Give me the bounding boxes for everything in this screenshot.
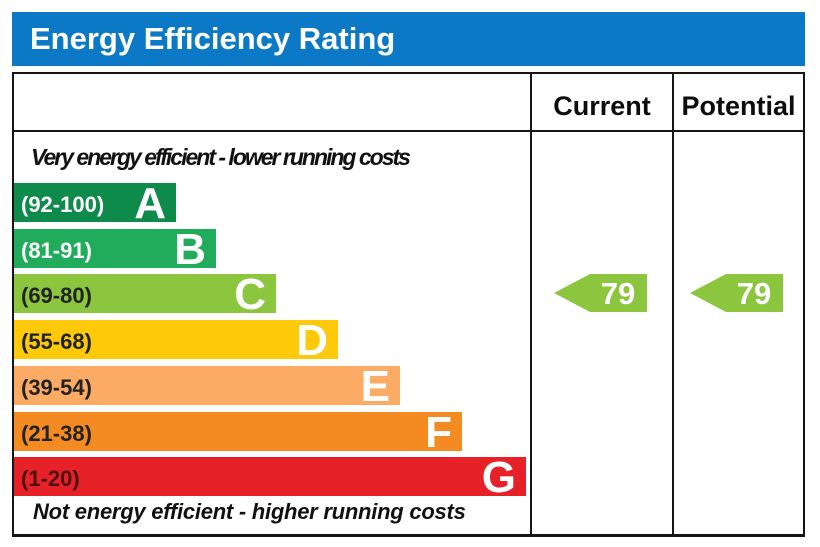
svg-text:79: 79 — [601, 276, 635, 311]
svg-text:79: 79 — [737, 276, 771, 311]
